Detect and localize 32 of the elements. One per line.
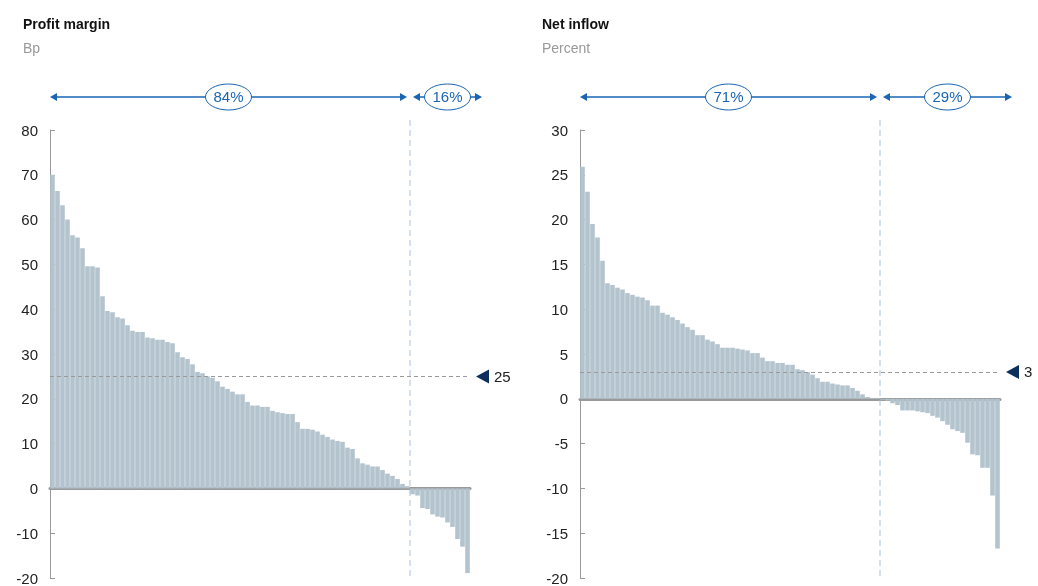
y-tick-label: -20 <box>16 569 38 586</box>
y-tick-label: -10 <box>16 524 38 542</box>
y-tick-label: 10 <box>21 435 38 453</box>
y-tick-label: -20 <box>546 569 568 586</box>
chart-title: Profit margin <box>23 16 111 32</box>
text: 71% <box>713 88 744 105</box>
chart-subtitle: Percent <box>542 40 591 56</box>
y-tick-label: 10 <box>551 300 568 318</box>
y-tick-label: -5 <box>554 435 568 453</box>
y-tick-label: -10 <box>546 479 568 497</box>
y-tick-label: 0 <box>29 479 38 497</box>
y-tick-label: -15 <box>546 524 568 542</box>
text: 84% <box>213 88 244 105</box>
ref-line-label: 25 <box>494 367 511 385</box>
ref-line-label: 3 <box>1024 363 1033 381</box>
y-tick-label: 5 <box>559 345 568 363</box>
chart-subtitle: Bp <box>23 40 41 56</box>
y-tick-label: 80 <box>21 121 38 139</box>
y-tick-label: 40 <box>21 300 38 318</box>
y-tick-label: 20 <box>21 390 38 408</box>
y-tick-label: 25 <box>551 166 568 184</box>
y-tick-label: 70 <box>21 166 38 184</box>
text: 16% <box>432 88 463 105</box>
y-tick-label: 20 <box>551 211 568 229</box>
y-tick-label: 0 <box>559 390 568 408</box>
y-tick-label: 60 <box>21 211 38 229</box>
y-tick-label: 30 <box>551 121 568 139</box>
y-tick-label: 30 <box>21 345 38 363</box>
y-tick-label: 15 <box>551 255 568 273</box>
chart-title: Net inflow <box>542 16 609 32</box>
y-tick-label: 50 <box>21 255 38 273</box>
text: 29% <box>932 88 963 105</box>
